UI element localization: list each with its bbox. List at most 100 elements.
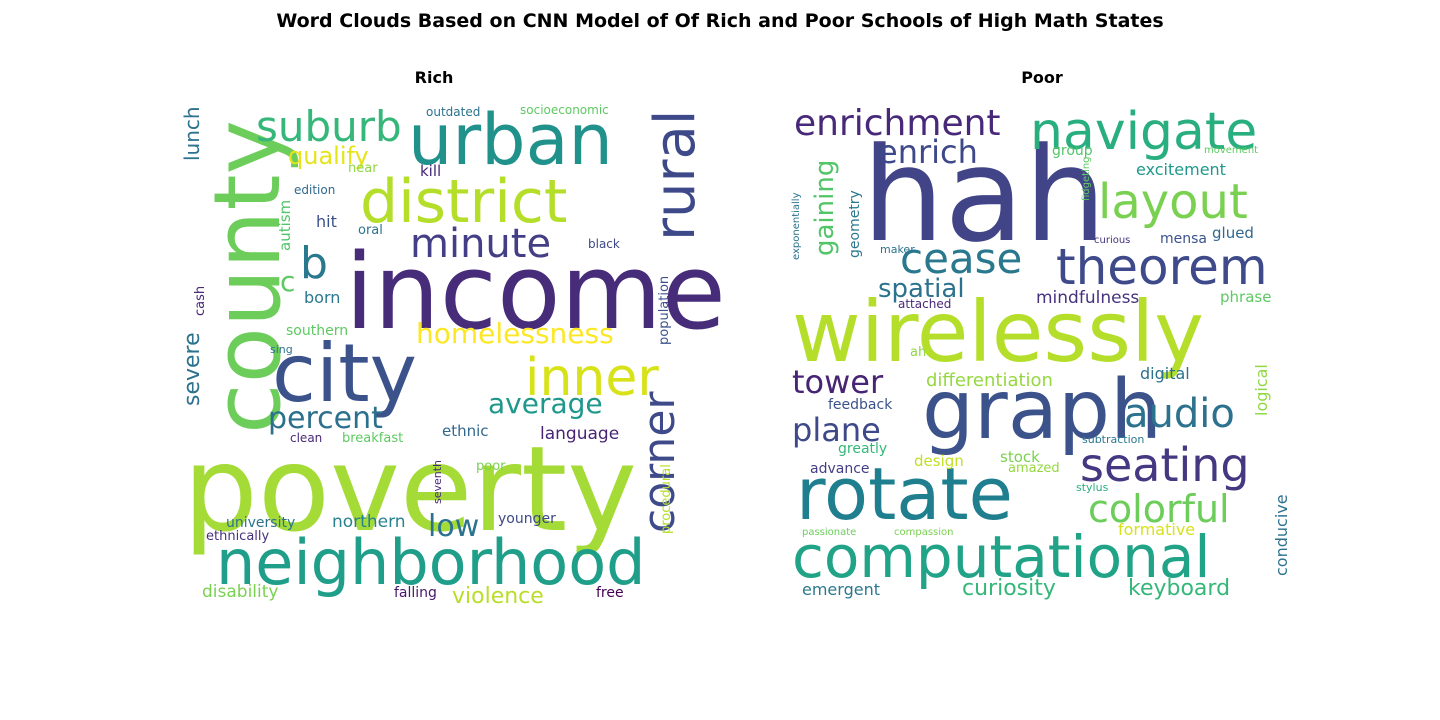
rich-word-breakfast: breakfast [342, 431, 404, 446]
poor-word-theorem: theorem [1056, 238, 1268, 296]
poor-word-wirelessly: wirelessly [792, 283, 1205, 381]
rich-word-free: free [596, 585, 624, 601]
rich-word-population: population [657, 275, 672, 345]
poor-word-maker: maker [880, 243, 915, 256]
poor-word-stylus: stylus [1076, 481, 1109, 494]
poor-word-layout: layout [1098, 174, 1248, 230]
poor-word-exponentially: exponentially [791, 192, 802, 261]
poor-word-graph: graph [922, 363, 1163, 458]
poor-word-differentiation: differentiation [926, 370, 1053, 391]
poor-word-stock: stock [1000, 448, 1040, 466]
poor-word-enrichment: enrichment [794, 103, 1001, 144]
figure-title: Word Clouds Based on CNN Model of Of Ric… [276, 10, 1164, 32]
poor-word-advance: advance [810, 461, 870, 477]
poor-word-plane: plane [792, 411, 881, 449]
rich-word-autism: autism [276, 199, 294, 251]
rich-word-city: city [272, 327, 417, 420]
rich-word-rural: rural [643, 109, 708, 241]
poor-word-excitement: excitement [1136, 160, 1226, 179]
poor-word-keyboard: keyboard [1128, 576, 1231, 601]
poor-word-formative: formative [1118, 520, 1196, 539]
rich-word-near: near [348, 161, 378, 176]
poor-word-digital: digital [1140, 364, 1190, 383]
poor-word-computational: computational [792, 523, 1211, 591]
rich-word-language: language [540, 424, 620, 444]
rich-word-homelessness: homelessness [416, 317, 614, 350]
rich-word-average: average [488, 387, 603, 420]
poor-word-feedback: feedback [828, 397, 893, 413]
poor-word-curious: curious [1094, 235, 1131, 246]
poor-word-glued: glued [1212, 224, 1254, 242]
poor-word-subtraction: subtraction [1082, 433, 1145, 446]
rich-word-minute: minute [410, 221, 552, 267]
poor-word-geometry: geometry [847, 190, 863, 258]
rich-word-disability: disability [202, 582, 279, 602]
poor-word-cloud: hah wirelessly graph rotate computational nav… [790, 100, 1291, 610]
rich-word-cloud: poverty income county city urban neighborhood… [180, 99, 726, 610]
rich-word-kill: kill [420, 162, 442, 180]
rich-word-younger: younger [498, 511, 556, 527]
poor-word-rotate: rotate [796, 452, 1013, 536]
rich-word-university: university [226, 515, 296, 531]
rich-word-edition: edition [294, 183, 336, 197]
rich-word-northern: northern [332, 512, 406, 532]
rich-word-low: low [428, 509, 480, 544]
poor-word-conducive: conducive [1272, 494, 1291, 576]
rich-word-suburb: suburb [256, 102, 402, 151]
poor-word-enrich: enrich [878, 133, 978, 171]
rich-word-b: b [300, 238, 328, 289]
poor-panel-title: Poor [1021, 68, 1063, 87]
rich-word-urban: urban [408, 99, 613, 181]
poor-word-navigate: navigate [1030, 102, 1258, 162]
rich-word-neighborhood: neighborhood [216, 526, 646, 599]
rich-word-violence: violence [452, 584, 544, 609]
rich-word-sing: sing [270, 343, 293, 356]
rich-word-socioeconomic: socioeconomic [520, 103, 609, 117]
rich-word-black: black [588, 237, 620, 251]
poor-word-mensa: mensa [1160, 231, 1207, 247]
rich-word-seventh: seventh [431, 459, 444, 504]
rich-word-oral: oral [358, 223, 383, 238]
rich-word-southern: southern [286, 323, 349, 339]
rich-word-falling: falling [394, 585, 437, 601]
rich-word-income: income [345, 231, 726, 353]
rich-word-clean: clean [290, 431, 323, 445]
poor-word-colorful: colorful [1088, 487, 1230, 531]
poor-word-passionate: passionate [802, 527, 857, 538]
poor-word-phrase: phrase [1220, 288, 1272, 306]
poor-word-cease: cease [900, 234, 1023, 283]
poor-word-compassion: compassion [894, 527, 954, 538]
poor-word-mindfulness: mindfulness [1036, 288, 1140, 308]
poor-word-tower: tower [792, 363, 884, 401]
rich-word-severe: severe [180, 332, 205, 406]
poor-word-emergent: emergent [802, 580, 880, 599]
rich-word-percent: percent [268, 401, 383, 436]
poor-word-seating: seating [1080, 438, 1250, 492]
poor-word-spatial: spatial [878, 274, 965, 304]
rich-word-ethnic: ethnic [442, 422, 489, 440]
rich-word-cash: cash [193, 285, 208, 316]
poor-word-audio: audio [1124, 391, 1235, 437]
poor-word-ah: ah [910, 345, 927, 360]
poor-word-amazed: amazed [1008, 461, 1060, 476]
poor-word-greatly: greatly [838, 441, 888, 457]
rich-word-district: district [360, 167, 568, 237]
rich-word-born: born [304, 288, 341, 307]
poor-word-curiosity: curiosity [962, 576, 1056, 601]
poor-word-attached: attached [898, 297, 952, 311]
rich-word-procedural: procedural [659, 464, 674, 534]
rich-word-c: c [280, 265, 296, 298]
poor-word-logical: logical [1252, 364, 1271, 416]
rich-word-poverty: poverty [183, 420, 638, 558]
rich-word-inner: inner [525, 348, 659, 408]
rich-word-outdated: outdated [426, 105, 481, 119]
rich-word-hit: hit [316, 212, 337, 231]
poor-word-design: design [914, 452, 964, 470]
poor-word-hah: hah [862, 119, 1107, 271]
rich-word-ethnically: ethnically [206, 529, 270, 544]
rich-panel-title: Rich [414, 68, 454, 87]
rich-word-poor: poor [476, 459, 506, 474]
rich-word-qualify: qualify [288, 142, 369, 170]
poor-word-fidgeting: fidgeting [1081, 156, 1092, 201]
poor-word-gaining: gaining [810, 159, 840, 256]
